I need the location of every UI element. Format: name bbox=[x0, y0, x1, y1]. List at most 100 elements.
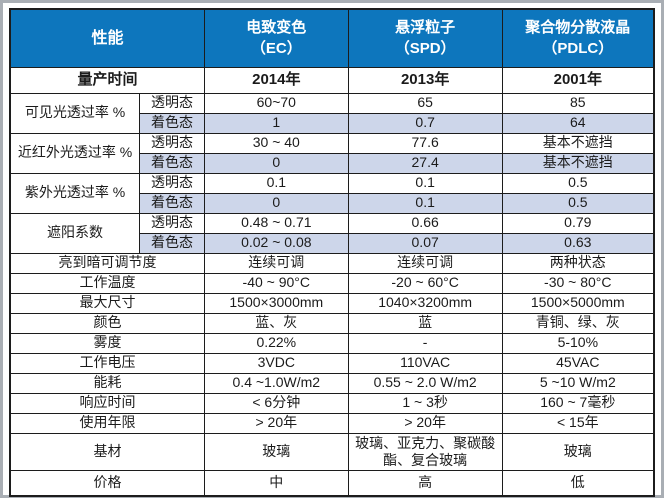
table-row: 工作温度 -40 ~ 90°C -20 ~ 60°C -30 ~ 80°C bbox=[9, 272, 655, 294]
value-cell-pdlc: 两种状态 bbox=[501, 252, 655, 274]
value-cell-spd: 65 bbox=[347, 92, 503, 114]
value-cell-ec: 0 bbox=[203, 152, 349, 174]
value-cell-ec: -40 ~ 90°C bbox=[203, 272, 349, 294]
value-cell-spd: 0.55 ~ 2.0 W/m2 bbox=[347, 372, 503, 394]
value-cell-pdlc: 基本不遮挡 bbox=[501, 132, 655, 154]
header-col-pdlc: 聚合物分散液晶 （PDLC） bbox=[501, 8, 655, 68]
tech-abbr-pdlc: （PDLC） bbox=[542, 40, 614, 58]
state-cell: 着色态 bbox=[139, 192, 205, 214]
value-cell-spd: 蓝 bbox=[347, 312, 503, 334]
value-cell-ec: 1 bbox=[203, 112, 349, 134]
value-cell-spd: 连续可调 bbox=[347, 252, 503, 274]
table-row: 能耗 0.4 ~1.0W/m2 0.55 ~ 2.0 W/m2 5 ~10 W/m2 bbox=[9, 372, 655, 394]
table-body: 量产时间 2014年 2013年 2001年 可见光透过率 % 透明态 60~70 65 85 着… bbox=[9, 66, 655, 496]
value-cell-ec: 2014年 bbox=[203, 66, 349, 94]
value-cell-pdlc: 玻璃 bbox=[501, 432, 655, 471]
value-cell-ec: 中 bbox=[203, 469, 349, 496]
value-cell-ec: 0.1 bbox=[203, 172, 349, 194]
value-cell-pdlc: 160 ~ 7毫秒 bbox=[501, 392, 655, 414]
value-cell-pdlc: 低 bbox=[501, 469, 655, 496]
row-label: 使用年限 bbox=[9, 412, 205, 434]
header-col-spd: 悬浮粒子 （SPD） bbox=[347, 8, 503, 68]
value-cell-spd: - bbox=[347, 332, 503, 354]
value-cell-pdlc: 0.5 bbox=[501, 172, 655, 194]
state-cell: 着色态 bbox=[139, 112, 205, 134]
tech-name-ec: 电致变色 bbox=[246, 18, 307, 36]
value-cell-ec: 0.4 ~1.0W/m2 bbox=[203, 372, 349, 394]
value-cell-ec: 0.02 ~ 0.08 bbox=[203, 232, 349, 254]
value-cell-spd: 2013年 bbox=[347, 66, 503, 94]
row-label: 工作电压 bbox=[9, 352, 205, 374]
table-row: 响应时间 < 6分钟 1 ~ 3秒 160 ~ 7毫秒 bbox=[9, 392, 655, 414]
value-cell-ec: 0.22% bbox=[203, 332, 349, 354]
smart-glass-comparison-table: 性能 电致变色 （EC） 悬浮粒子 （SPD） 聚合物分散液晶 （PDLC） 量… bbox=[9, 8, 655, 497]
row-label: 紫外光透过率 % bbox=[9, 172, 141, 214]
value-cell-pdlc: 5-10% bbox=[501, 332, 655, 354]
table-row: 工作电压 3VDC 110VAC 45VAC bbox=[9, 352, 655, 374]
table-row: 着色态 0 0.1 0.5 bbox=[10, 192, 655, 214]
row-label: 雾度 bbox=[9, 332, 205, 354]
tech-abbr-ec: （EC） bbox=[250, 40, 302, 58]
value-cell-ec: 0.48 ~ 0.71 bbox=[203, 212, 349, 234]
table-row: 紫外光透过率 % 透明态 0.1 0.1 0.5 bbox=[9, 172, 655, 214]
value-cell-pdlc: 1500×5000mm bbox=[501, 292, 655, 314]
row-label: 能耗 bbox=[9, 372, 205, 394]
row-label: 可见光透过率 % bbox=[9, 92, 141, 134]
row-label: 响应时间 bbox=[9, 392, 205, 414]
table-row: 可见光透过率 % 透明态 60~70 65 85 bbox=[9, 92, 655, 134]
value-cell-pdlc: 2001年 bbox=[501, 66, 655, 94]
row-label: 遮阳系数 bbox=[9, 212, 141, 254]
value-cell-pdlc: < 15年 bbox=[501, 412, 655, 434]
production-date-row: 量产时间 2014年 2013年 2001年 bbox=[9, 66, 655, 94]
value-cell-pdlc: 85 bbox=[501, 92, 655, 114]
value-cell-spd: -20 ~ 60°C bbox=[347, 272, 503, 294]
table-row: 价格中高低 bbox=[9, 469, 655, 496]
value-cell-ec: 0 bbox=[203, 192, 349, 214]
state-cell: 透明态 bbox=[139, 172, 205, 194]
table-row: 使用年限 > 20年 > 20年 < 15年 bbox=[9, 412, 655, 434]
table-row: 基材 玻璃 玻璃、亚克力、聚碳酸酯、复合玻璃 玻璃 bbox=[9, 432, 655, 471]
tech-name-spd: 悬浮粒子 bbox=[395, 18, 456, 36]
value-cell-ec: < 6分钟 bbox=[203, 392, 349, 414]
value-cell-ec: 1500×3000mm bbox=[203, 292, 349, 314]
row-label: 价格 bbox=[9, 469, 205, 496]
value-cell-pdlc: 0.79 bbox=[501, 212, 655, 234]
table-row: 亮到暗可调节度 连续可调 连续可调 两种状态 bbox=[9, 252, 655, 274]
value-cell-spd: 27.4 bbox=[347, 152, 503, 174]
value-cell-spd: 1040×3200mm bbox=[347, 292, 503, 314]
state-cell: 透明态 bbox=[139, 92, 205, 114]
value-cell-spd: 1 ~ 3秒 bbox=[347, 392, 503, 414]
table-row: 颜色 蓝、灰蓝青铜、绿、灰 bbox=[9, 312, 655, 334]
tech-abbr-spd: （SPD） bbox=[394, 40, 456, 58]
row-label: 最大尺寸 bbox=[9, 292, 205, 314]
value-cell-spd: 0.1 bbox=[347, 192, 503, 214]
value-cell-spd: > 20年 bbox=[347, 412, 503, 434]
value-cell-spd: 0.7 bbox=[347, 112, 503, 134]
row-label: 近红外光透过率 % bbox=[9, 132, 141, 174]
header-row: 性能 电致变色 （EC） 悬浮粒子 （SPD） 聚合物分散液晶 （PDLC） bbox=[9, 8, 655, 68]
state-cell: 透明态 bbox=[139, 132, 205, 154]
row-label: 亮到暗可调节度 bbox=[9, 252, 205, 274]
table-row: 近红外光透过率 % 透明态 30 ~ 40 77.6 基本不遮挡 bbox=[9, 132, 655, 174]
row-label: 量产时间 bbox=[9, 66, 205, 94]
value-cell-ec: 60~70 bbox=[203, 92, 349, 114]
value-cell-ec: 连续可调 bbox=[203, 252, 349, 274]
value-cell-ec: 玻璃 bbox=[203, 432, 349, 471]
value-cell-spd: 0.66 bbox=[347, 212, 503, 234]
value-cell-ec: 3VDC bbox=[203, 352, 349, 374]
table-row: 雾度 0.22% -5-10% bbox=[9, 332, 655, 354]
state-cell: 着色态 bbox=[139, 152, 205, 174]
value-cell-spd: 0.1 bbox=[347, 172, 503, 194]
state-cell: 着色态 bbox=[139, 232, 205, 254]
table-row: 遮阳系数 透明态 0.48 ~ 0.71 0.66 0.79 bbox=[9, 212, 655, 254]
value-cell-pdlc: 0.63 bbox=[501, 232, 655, 254]
value-cell-ec: > 20年 bbox=[203, 412, 349, 434]
value-cell-spd: 110VAC bbox=[347, 352, 503, 374]
value-cell-spd: 0.07 bbox=[347, 232, 503, 254]
table-row: 最大尺寸 1500×3000mm 1040×3200mm 1500×5000mm bbox=[9, 292, 655, 314]
value-cell-pdlc: 基本不遮挡 bbox=[501, 152, 655, 174]
value-cell-spd: 玻璃、亚克力、聚碳酸酯、复合玻璃 bbox=[347, 432, 503, 471]
value-cell-pdlc: 5 ~10 W/m2 bbox=[501, 372, 655, 394]
value-cell-ec: 30 ~ 40 bbox=[203, 132, 349, 154]
